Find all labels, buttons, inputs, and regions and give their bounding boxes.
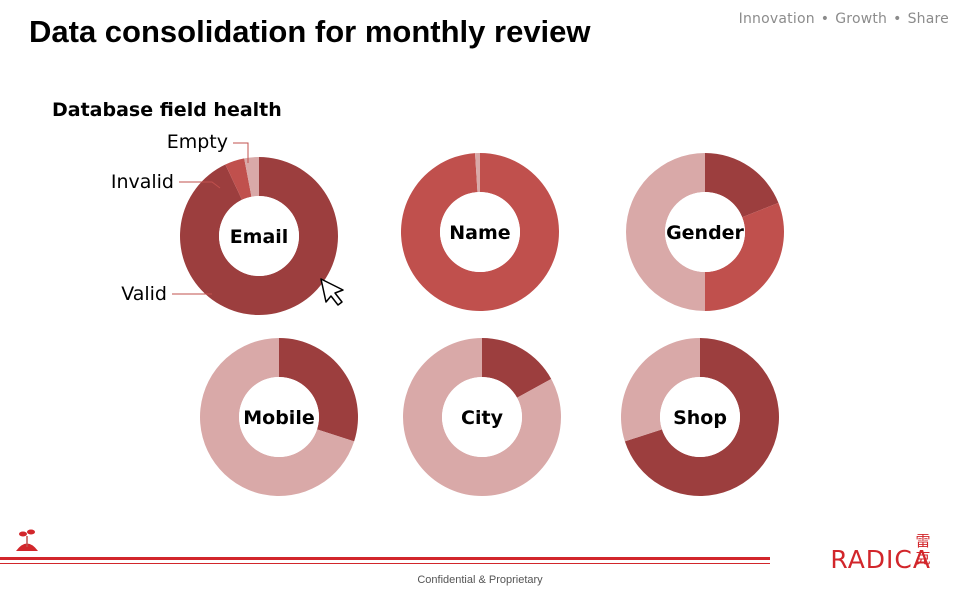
tagline-item: Share — [907, 11, 949, 27]
footer-rule — [0, 563, 770, 564]
donut-slice-mobile-valid — [279, 338, 358, 442]
donut-slice-city-empty — [402, 338, 561, 496]
chart-subtitle: Database field health — [52, 99, 282, 121]
brand-logo-text: RADICA — [830, 545, 931, 574]
sprout-icon — [16, 529, 38, 551]
donut-slice-gender-invalid — [705, 202, 784, 311]
footer-rule — [0, 557, 770, 560]
donut-label-mobile: Mobile — [243, 407, 314, 429]
donut-slice-email-valid — [179, 157, 338, 315]
callout-label-valid: Valid — [121, 283, 167, 305]
donut-hole — [665, 192, 745, 272]
bullet-separator-icon: • — [893, 11, 902, 27]
donut-slice-mobile-empty — [200, 338, 355, 496]
mouse-cursor-icon — [320, 278, 344, 306]
slide-title: Data consolidation for monthly review — [29, 14, 591, 49]
brand-cjk-char: 雷 — [915, 532, 931, 550]
tagline-item: Innovation — [738, 11, 815, 27]
tagline: Innovation • Growth • Share — [739, 11, 949, 27]
callout-label-invalid: Invalid — [111, 171, 174, 193]
donut-hole — [440, 192, 520, 272]
footer-confidential: Confidential & Proprietary — [417, 574, 543, 586]
donut-hole — [660, 377, 740, 457]
donut-label-name: Name — [449, 222, 510, 244]
donut-slice-name-empty — [475, 153, 480, 193]
donut-slice-name-invalid — [400, 153, 559, 311]
donut-label-gender: Gender — [666, 222, 744, 244]
donut-slice-shop-valid — [624, 338, 779, 496]
donut-slice-email-invalid — [225, 158, 252, 200]
donut-label-email: Email — [230, 226, 289, 248]
callout-leader-line — [233, 142, 249, 163]
donut-label-city: City — [461, 407, 504, 429]
donut-slice-city-valid — [482, 338, 552, 398]
donut-hole — [239, 377, 319, 457]
brand-logo-cjk: 雷 克 — [914, 533, 932, 567]
brand-cjk-char: 克 — [915, 549, 931, 567]
donut-slice-gender-empty — [626, 153, 705, 311]
donut-slice-gender-valid — [705, 153, 779, 218]
tagline-item: Growth — [835, 11, 888, 27]
callout-leader-line — [179, 181, 221, 189]
donut-slice-email-empty — [244, 157, 259, 197]
donut-hole — [219, 196, 299, 276]
donut-slice-shop-empty — [620, 338, 700, 442]
donut-hole — [442, 377, 522, 457]
callout-label-empty: Empty — [167, 131, 228, 153]
bullet-separator-icon: • — [820, 11, 830, 27]
donut-label-shop: Shop — [673, 407, 727, 429]
